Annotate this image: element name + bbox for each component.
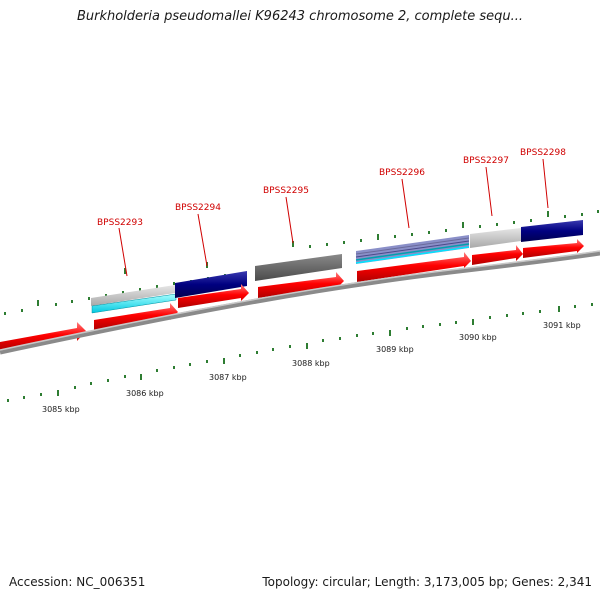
cds-arrow	[0, 322, 86, 351]
feature-cyan-1	[91, 293, 177, 314]
genome-summary-text: Topology: circular; Length: 3,173,005 bp…	[262, 575, 592, 589]
kbp-label-3086: 3086 kbp	[126, 389, 164, 398]
gene-label-bpss2297: BPSS2297	[463, 156, 509, 166]
cds-arrow	[357, 252, 471, 282]
gene-label-bpss2296: BPSS2296	[379, 168, 425, 178]
feature-dark-gray-1	[255, 254, 342, 281]
feature-track	[91, 220, 583, 314]
kbp-label-3090: 3090 kbp	[459, 333, 497, 342]
chromosome-backbone	[0, 250, 600, 355]
kbp-label-3089: 3089 kbp	[376, 345, 414, 354]
gene-label-bpss2298: BPSS2298	[520, 148, 566, 158]
cds-arrow	[472, 245, 523, 265]
cds-arrow	[94, 303, 178, 330]
gene-label-bpss2294: BPSS2294	[175, 203, 221, 213]
kbp-label-3087: 3087 kbp	[209, 373, 247, 382]
gene-label-bpss2295: BPSS2295	[263, 186, 309, 196]
cds-arrow	[258, 272, 344, 298]
gene-label-bpss2293: BPSS2293	[97, 218, 143, 228]
feature-light-gray-1	[91, 285, 175, 306]
lower-tick-row	[7, 303, 593, 402]
kbp-label-3088: 3088 kbp	[292, 359, 330, 368]
cds-arrow	[523, 239, 584, 258]
gene-label-leaders	[118, 158, 549, 277]
kbp-label-3091: 3091 kbp	[543, 321, 581, 330]
map-title: Burkholderia pseudomallei K96243 chromos…	[76, 9, 524, 24]
feature-navy-1	[175, 271, 247, 298]
feature-navy-2	[521, 220, 583, 242]
cds-arrow	[178, 284, 249, 308]
kbp-label-3085: 3085 kbp	[42, 405, 80, 414]
feature-light-gray-2	[470, 228, 521, 248]
accession-text: Accession: NC_006351	[9, 575, 146, 589]
cds-arrows	[0, 239, 584, 351]
